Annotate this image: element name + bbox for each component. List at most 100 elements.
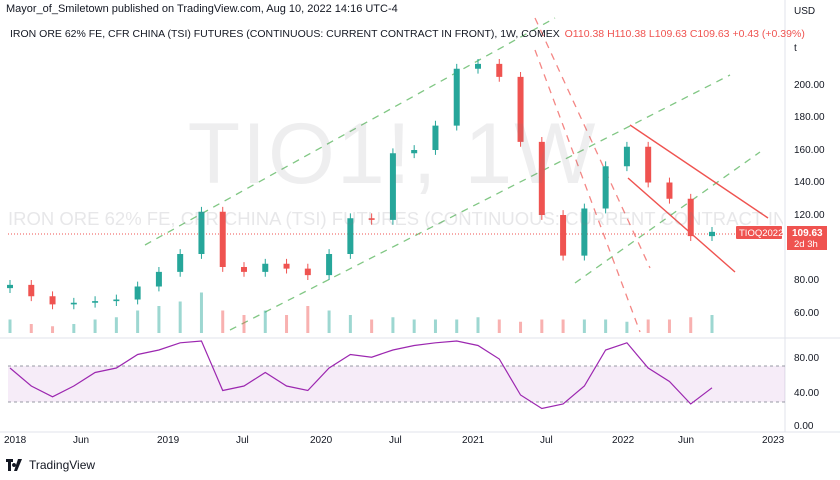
price-tick: 60.00 <box>794 308 819 319</box>
volume-bar <box>370 319 374 333</box>
symbol-watermark: TIO1!, 1W <box>187 106 598 202</box>
price-tick: 140.00 <box>794 177 825 188</box>
time-tick: Jun <box>678 435 694 446</box>
indicator-tick: 80.00 <box>794 353 819 364</box>
candle-body <box>177 254 184 272</box>
candle-body <box>219 211 226 267</box>
rsi-band <box>8 366 785 402</box>
time-tick: 2018 <box>4 435 27 446</box>
candle-body <box>283 263 290 269</box>
last-price-label: 109.63 <box>792 228 823 239</box>
channel-line-lower[interactable] <box>574 151 761 284</box>
candle-body <box>581 208 588 256</box>
time-tick: 2021 <box>462 435 485 446</box>
candle-body <box>709 231 715 237</box>
volume-bar <box>327 310 331 333</box>
volume-bar <box>242 315 246 333</box>
price-tick: 80.00 <box>794 275 819 286</box>
symbol-legend[interactable]: IRON ORE 62% FE, CFR CHINA (TSI) FUTURES… <box>10 28 805 40</box>
time-tick: Jul <box>540 435 553 446</box>
candle-body <box>326 254 333 276</box>
candle-body <box>155 271 162 287</box>
time-tick: Jul <box>389 435 402 446</box>
volume-bar <box>667 319 671 333</box>
volume-bar <box>29 324 33 333</box>
candle-body <box>560 215 567 256</box>
tradingview-logo-icon <box>6 459 22 471</box>
volume-bar <box>72 324 76 333</box>
volume-bar <box>412 319 416 333</box>
volume-bar <box>285 315 289 333</box>
candle-body <box>304 268 311 276</box>
volume-bar <box>391 317 395 333</box>
time-tick: 2019 <box>157 435 180 446</box>
candles <box>7 59 715 310</box>
countdown-label: 2d 3h <box>794 239 818 250</box>
volume-bar <box>433 319 437 333</box>
legend-change: +0.43 (+0.39%) <box>732 28 805 40</box>
candle-body <box>92 301 99 303</box>
indicator-tick: 40.00 <box>794 388 819 399</box>
candle-body <box>134 286 141 300</box>
last-price-badge <box>787 226 827 250</box>
candle-body <box>389 153 396 220</box>
candle-body <box>368 218 375 220</box>
indicator-axis-ticks: 80.00 40.00 0.00 <box>794 353 819 432</box>
volume-bar <box>625 321 629 333</box>
trendlines[interactable] <box>144 17 769 333</box>
candle-body <box>666 182 673 199</box>
candle-body <box>241 267 247 272</box>
volume-bar <box>93 319 97 333</box>
candle-body <box>262 263 269 272</box>
time-tick: Jul <box>236 435 249 446</box>
candle-body <box>687 198 694 237</box>
candle-body <box>602 166 609 209</box>
description-watermark: IRON ORE 62% FE, CFR CHINA (TSI) FUTURES… <box>8 208 783 229</box>
volume-bar <box>540 319 544 333</box>
volume-bar <box>8 319 12 333</box>
candle-body <box>198 211 205 254</box>
candle-body <box>7 284 13 289</box>
falling-channel-lower[interactable] <box>627 177 736 273</box>
candle-body <box>70 302 77 305</box>
legend-title: IRON ORE 62% FE, CFR CHINA (TSI) FUTURES… <box>10 28 560 40</box>
volume-bar <box>51 326 55 333</box>
legend-close: C109.63 <box>689 28 730 40</box>
volume-bar <box>263 310 267 333</box>
price-tick: 200.00 <box>794 80 825 91</box>
candle-body <box>28 284 35 297</box>
contract-label: TIOQ2022 <box>739 228 783 239</box>
volume-bar <box>646 319 650 333</box>
volume-bar <box>157 306 161 333</box>
candle-body <box>475 63 481 69</box>
price-tick: 180.00 <box>794 112 825 123</box>
candle-body <box>432 125 439 150</box>
candle-body <box>411 150 418 154</box>
volume-bar <box>178 301 182 333</box>
candle-body <box>347 218 354 254</box>
channel-line-upper[interactable] <box>144 17 556 246</box>
price-axis-ticks: 200.00 180.00 160.00 140.00 120.00 80.00… <box>794 80 825 319</box>
downtrend-dashed-1[interactable] <box>534 17 651 269</box>
volume-bar <box>455 319 459 333</box>
candle-body <box>496 63 503 77</box>
contract-badge <box>736 226 782 239</box>
price-tick: 120.00 <box>794 210 825 221</box>
channel-line-middle[interactable] <box>229 74 731 331</box>
volume-bar <box>136 310 140 333</box>
volume-bar <box>199 292 203 333</box>
candle-body <box>538 141 545 215</box>
volume-bar <box>497 319 501 333</box>
time-tick: 2022 <box>612 435 635 446</box>
volume-bar <box>561 319 565 333</box>
legend-low: L109.63 <box>648 28 687 40</box>
candle-body <box>113 299 120 302</box>
downtrend-dashed-2[interactable] <box>534 49 641 333</box>
falling-channel-upper[interactable] <box>629 124 769 219</box>
time-tick: Jun <box>73 435 89 446</box>
footer-brand: TradingView <box>29 458 96 472</box>
candle-body <box>453 68 460 126</box>
time-axis: 2018 Jun 2019 Jul 2020 Jul 2021 Jul 2022… <box>4 435 785 446</box>
volume-bar <box>604 319 608 333</box>
